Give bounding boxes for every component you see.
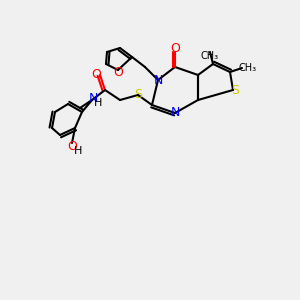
Text: O: O xyxy=(91,68,101,82)
Text: N: N xyxy=(88,92,98,104)
Text: CH₃: CH₃ xyxy=(201,51,219,61)
Text: O: O xyxy=(67,140,77,154)
Text: O: O xyxy=(170,43,180,56)
Text: S: S xyxy=(231,83,239,97)
Text: CH₃: CH₃ xyxy=(239,63,257,73)
Text: O: O xyxy=(113,67,123,80)
Text: S: S xyxy=(134,88,142,101)
Text: N: N xyxy=(153,74,163,86)
Text: H: H xyxy=(74,146,82,156)
Text: H: H xyxy=(94,98,102,108)
Text: N: N xyxy=(170,106,180,119)
